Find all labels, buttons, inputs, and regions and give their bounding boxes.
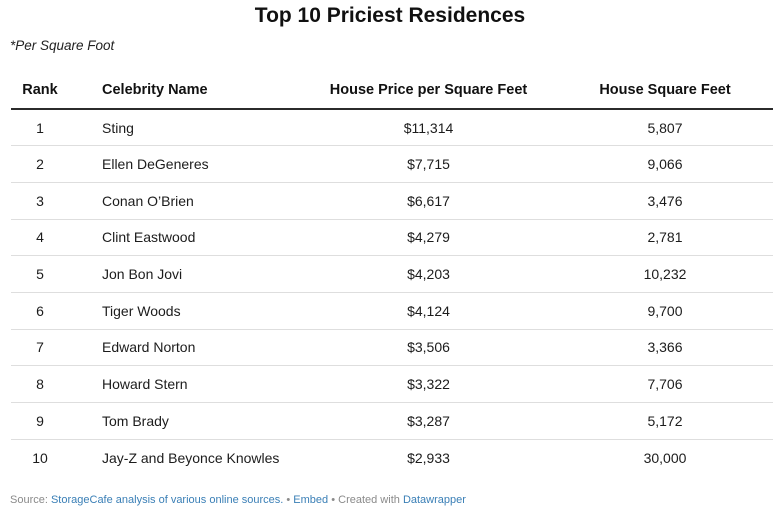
embed-link[interactable]: Embed xyxy=(293,494,329,506)
column-header-price[interactable]: House Price per Square Feet xyxy=(300,72,557,110)
name-cell: Tiger Woods xyxy=(69,292,300,330)
name-cell: Clint Eastwood xyxy=(69,219,300,257)
rank-cell: 8 xyxy=(11,365,69,403)
name-cell: Jon Bon Jovi xyxy=(69,255,300,293)
sqft-cell: 3,366 xyxy=(557,329,773,367)
table-row: 9 Tom Brady $3,287 5,172 xyxy=(11,402,773,440)
footer-separator: • xyxy=(283,494,294,506)
rank-cell: 2 xyxy=(11,145,69,183)
sqft-cell: 3,476 xyxy=(557,182,773,220)
table-row: 10 Jay-Z and Beyonce Knowles $2,933 30,000 xyxy=(11,439,773,476)
data-table: Rank Celebrity Name House Price per Squa… xyxy=(11,72,773,476)
price-cell: $3,322 xyxy=(300,365,557,403)
sqft-cell: 10,232 xyxy=(557,255,773,293)
rank-cell: 3 xyxy=(11,182,69,220)
sqft-cell: 5,807 xyxy=(557,109,773,147)
table-row: 3 Conan O’Brien $6,617 3,476 xyxy=(11,182,773,220)
rank-cell: 7 xyxy=(11,329,69,367)
table-row: 8 Howard Stern $3,322 7,706 xyxy=(11,365,773,403)
rank-cell: 5 xyxy=(11,255,69,293)
name-cell: Jay-Z and Beyonce Knowles xyxy=(102,449,280,466)
sqft-cell: 30,000 xyxy=(643,449,687,466)
name-cell: Ellen DeGeneres xyxy=(69,145,300,183)
chart-subtitle: *Per Square Foot xyxy=(10,38,115,53)
price-cell: $3,287 xyxy=(300,402,557,440)
rank-cell: 9 xyxy=(11,402,69,440)
sqft-cell: 5,172 xyxy=(557,402,773,440)
table-row: 1 Sting $11,314 5,807 xyxy=(11,109,773,147)
created-with-text: • Created with xyxy=(328,494,403,506)
price-cell: $2,933 xyxy=(407,449,450,466)
column-header-sqft[interactable]: House Square Feet xyxy=(557,72,773,110)
price-cell: $4,124 xyxy=(300,292,557,330)
price-cell: $4,203 xyxy=(300,255,557,293)
sqft-cell: 2,781 xyxy=(557,219,773,257)
table-row: 5 Jon Bon Jovi $4,203 10,232 xyxy=(11,255,773,293)
price-cell: $11,314 xyxy=(300,109,557,147)
datawrapper-link[interactable]: Datawrapper xyxy=(402,494,466,506)
sqft-cell: 7,706 xyxy=(557,365,773,403)
table-row: 7 Edward Norton $3,506 3,366 xyxy=(11,329,773,367)
price-cell: $7,715 xyxy=(300,145,557,183)
rank-cell: 6 xyxy=(11,292,69,330)
name-cell: Edward Norton xyxy=(69,329,300,367)
price-cell: $6,617 xyxy=(300,182,557,220)
column-header-rank[interactable]: Rank xyxy=(11,72,69,110)
source-link[interactable]: StorageCafe analysis of various online s… xyxy=(50,494,284,506)
table-row: 4 Clint Eastwood $4,279 2,781 xyxy=(11,219,773,257)
name-cell: Tom Brady xyxy=(69,402,300,440)
table-row: 2 Ellen DeGeneres $7,715 9,066 xyxy=(11,145,773,183)
table-header-row: Rank Celebrity Name House Price per Squa… xyxy=(11,72,773,110)
chart-title: Top 10 Priciest Residences xyxy=(254,4,526,27)
name-cell: Sting xyxy=(69,109,300,147)
rank-cell: 10 xyxy=(32,449,48,466)
rank-cell: 4 xyxy=(11,219,69,257)
sqft-cell: 9,700 xyxy=(557,292,773,330)
name-cell: Conan O’Brien xyxy=(69,182,300,220)
sqft-cell: 9,066 xyxy=(557,145,773,183)
table-body: 1 Sting $11,314 5,807 2 Ellen DeGeneres $7,715… xyxy=(11,109,773,476)
footer: Source: StorageCafe analysis of various … xyxy=(10,494,466,506)
price-cell: $3,506 xyxy=(300,329,557,367)
table-row: 6 Tiger Woods $4,124 9,700 xyxy=(11,292,773,330)
name-cell: Howard Stern xyxy=(69,365,300,403)
rank-cell: 1 xyxy=(11,109,69,147)
price-cell: $4,279 xyxy=(300,219,557,257)
source-prefix: Source: xyxy=(10,494,51,506)
column-header-name[interactable]: Celebrity Name xyxy=(69,72,300,110)
